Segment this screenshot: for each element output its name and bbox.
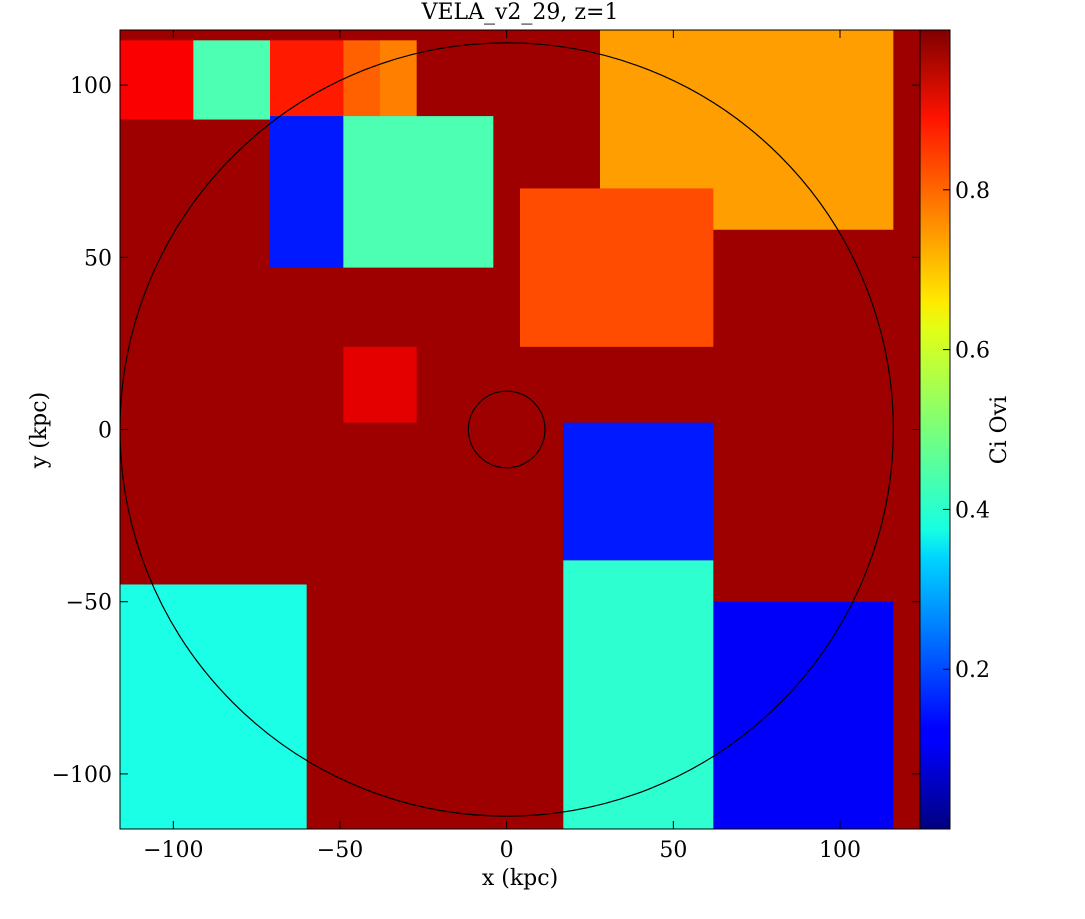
heatmap-region: [713, 601, 894, 829]
y-tick-label: −100: [52, 763, 112, 788]
chart-title: VELA_v2_29, z=1: [421, 0, 619, 25]
y-tick-label: −50: [66, 591, 112, 616]
x-tick-label: −50: [317, 838, 363, 863]
x-tick-label: 100: [819, 838, 861, 863]
x-axis-ticks: −100 −50 0 50 100: [143, 30, 861, 863]
heatmap-region: [563, 422, 714, 561]
heatmap-region: [343, 346, 417, 423]
heatmap-region: [270, 116, 344, 268]
colorbar-tick-label: 0.6: [955, 339, 990, 364]
x-axis-label: x (kpc): [481, 866, 559, 891]
radius-circle: [467, 390, 546, 469]
x-tick-label: −100: [143, 838, 203, 863]
heatmap-region: [193, 40, 270, 120]
heatmap-region: [563, 560, 714, 829]
colorbar-tick-label: 0.2: [955, 658, 990, 683]
radius-circle: [120, 42, 894, 817]
colorbar-ticks: 0.2 0.4 0.6 0.8: [943, 179, 990, 683]
colorbar: [919, 29, 951, 830]
y-tick-label: 0: [98, 419, 112, 444]
heatmap-region: [270, 40, 344, 120]
colorbar-tick-label: 0.4: [955, 498, 990, 523]
y-tick-label: 100: [70, 74, 112, 99]
heatmap-region: [343, 40, 380, 120]
y-axis-label: y (kpc): [27, 391, 52, 469]
virial-circles: [120, 42, 894, 817]
colorbar-label: Ci Ovi: [987, 395, 1012, 465]
colorbar-tick-label: 0.8: [955, 179, 990, 204]
y-axis-ticks: −100 −50 0 50 100: [52, 74, 920, 788]
heatmap-region: [520, 188, 714, 347]
heatmap-region: [380, 40, 417, 120]
x-tick-label: 50: [659, 838, 687, 863]
y-tick-label: 50: [84, 246, 112, 271]
heatmap-region: [120, 584, 307, 829]
heatmap-region: [343, 116, 494, 268]
x-tick-label: 0: [500, 838, 514, 863]
heatmap-region: [120, 40, 194, 120]
